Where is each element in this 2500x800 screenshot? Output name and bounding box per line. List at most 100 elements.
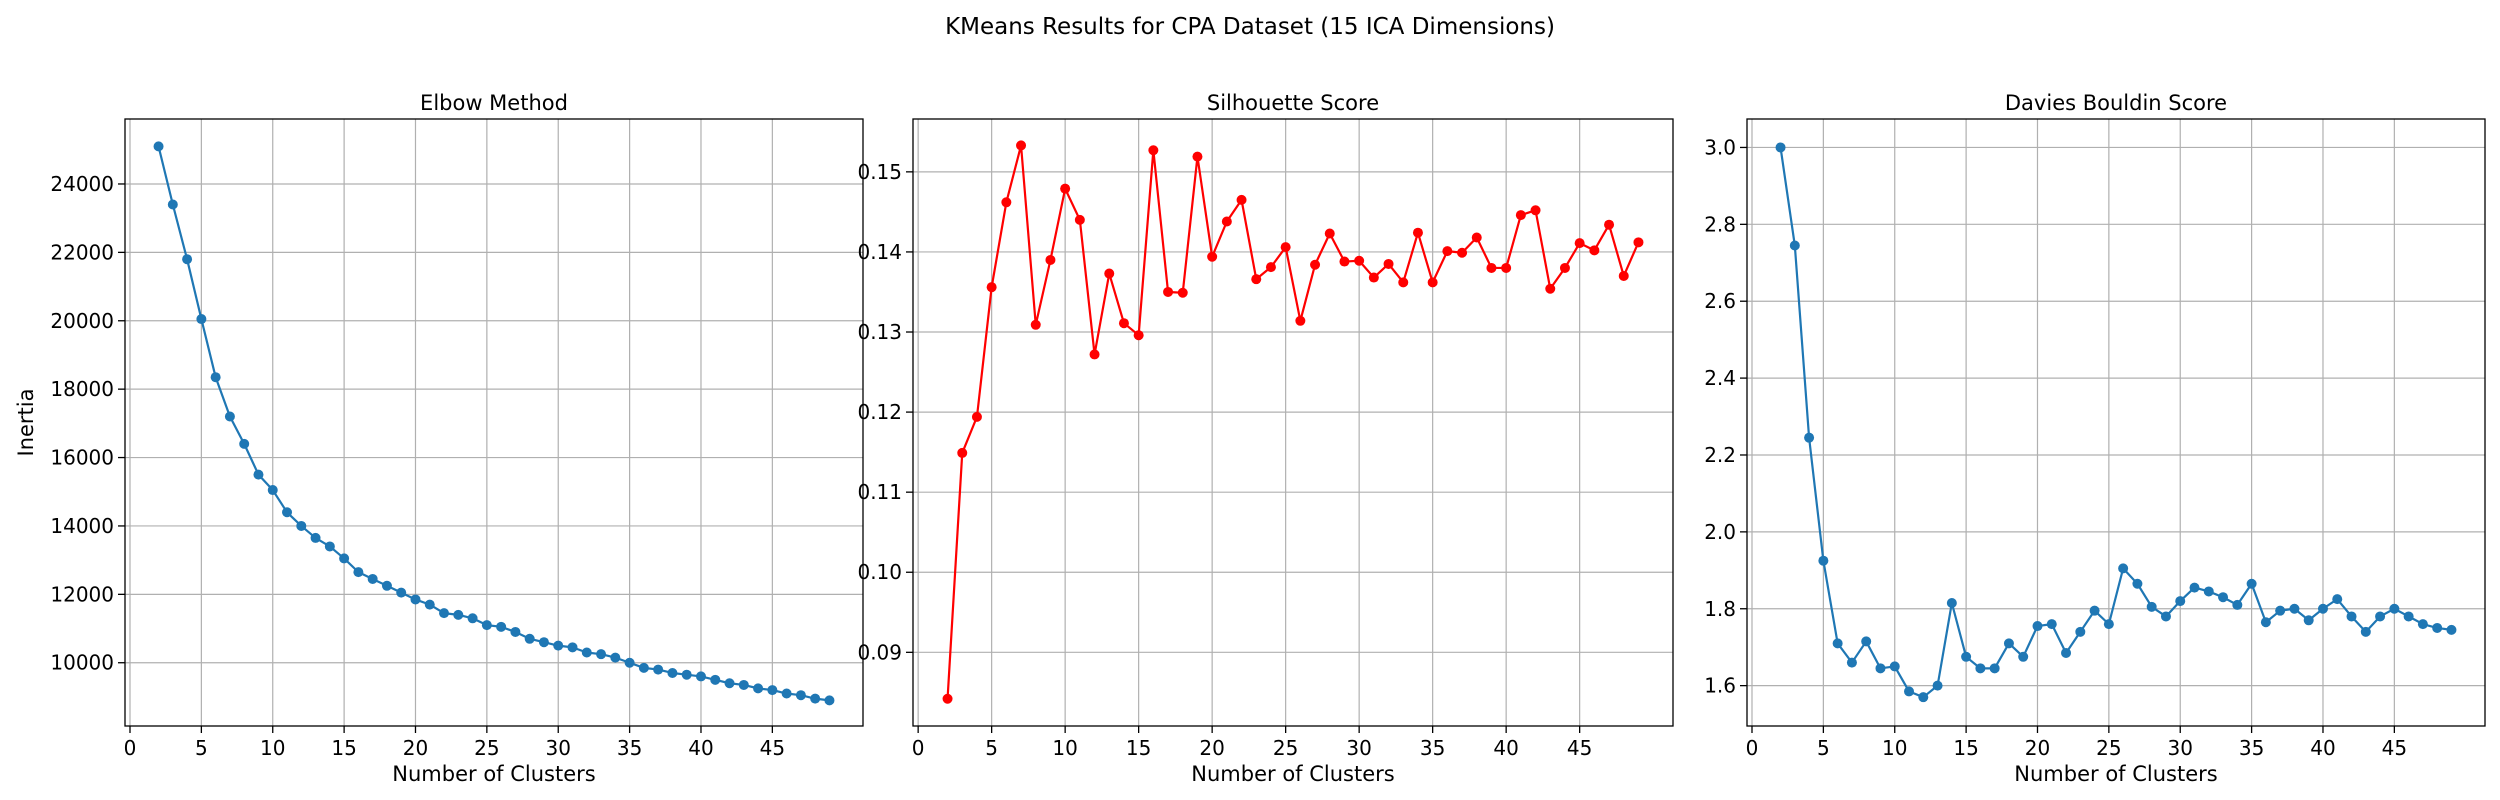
data-point xyxy=(496,621,507,632)
data-point xyxy=(738,679,749,690)
data-point xyxy=(1221,216,1232,227)
data-point xyxy=(1875,663,1886,674)
data-point xyxy=(2289,603,2300,614)
data-point xyxy=(1207,251,1218,262)
data-point xyxy=(1060,183,1071,194)
x-tick-label: 30 xyxy=(546,736,571,760)
chart-panels: 0 5 10 15 20 25 30 35 40 45 10000 12000 14000 16000 18… xyxy=(14,91,2486,786)
data-point xyxy=(2075,626,2086,637)
data-point xyxy=(2432,622,2443,633)
data-point xyxy=(1989,663,2000,674)
data-point xyxy=(810,693,821,704)
x-tick-label: 20 xyxy=(403,736,428,760)
data-point xyxy=(1354,255,1365,266)
x-tick-label: 0 xyxy=(124,736,137,760)
x-tick-label: 10 xyxy=(1052,736,1077,760)
data-point xyxy=(439,608,450,619)
data-point xyxy=(1975,663,1986,674)
data-point xyxy=(310,532,321,543)
data-point xyxy=(467,613,478,624)
data-point xyxy=(1501,262,1512,273)
data-point xyxy=(2275,605,2286,616)
data-point xyxy=(2046,619,2057,630)
data-point xyxy=(2375,611,2386,622)
data-point xyxy=(1457,247,1468,258)
y-tick-label: 20000 xyxy=(50,309,114,333)
data-point xyxy=(510,626,521,637)
x-tick-label: 35 xyxy=(2239,736,2264,760)
data-point xyxy=(596,649,607,660)
data-point xyxy=(296,520,307,531)
y-tick-label: 22000 xyxy=(50,240,114,264)
x-axis-label: Number of Clusters xyxy=(1191,762,1394,786)
y-tick-label: 3.0 xyxy=(1704,135,1736,159)
data-point xyxy=(2146,601,2157,612)
x-tick-label: 45 xyxy=(760,736,785,760)
data-point xyxy=(396,587,407,598)
data-point xyxy=(695,671,706,682)
data-point xyxy=(581,647,592,658)
data-point xyxy=(567,642,578,653)
chart-panel-3: 0 5 10 15 20 25 30 35 40 45 1.6 1.8 2.0 2.2 2.4 2.6 2.8 3… xyxy=(1704,91,2486,786)
y-tick-label: 0.12 xyxy=(857,400,902,424)
y-tick-label: 16000 xyxy=(50,446,114,470)
data-point xyxy=(1133,330,1144,341)
y-tick-label: 2.8 xyxy=(1704,212,1736,236)
data-point xyxy=(524,633,535,644)
data-point xyxy=(624,657,635,668)
data-point xyxy=(2203,586,2214,597)
data-point xyxy=(2317,603,2328,614)
data-point xyxy=(2417,619,2428,630)
axes-frame xyxy=(1746,118,2486,727)
y-tick-label: 14000 xyxy=(50,514,114,538)
data-point xyxy=(1889,661,1900,672)
x-tick-label: 25 xyxy=(1273,736,1298,760)
data-point xyxy=(253,469,264,480)
data-point xyxy=(1398,277,1409,288)
x-tick-label: 45 xyxy=(2382,736,2407,760)
data-point xyxy=(767,685,778,696)
data-point xyxy=(1515,210,1526,221)
x-tick-label: 5 xyxy=(1817,736,1830,760)
y-tick-label: 2.4 xyxy=(1704,366,1736,390)
x-axis-label: Number of Clusters xyxy=(392,762,595,786)
data-point xyxy=(1310,259,1321,270)
x-tick-label: 35 xyxy=(1420,736,1445,760)
y-tick-label: 2.0 xyxy=(1704,520,1736,544)
data-point xyxy=(1001,197,1012,208)
data-point xyxy=(353,567,364,578)
data-point xyxy=(1918,692,1929,703)
data-point xyxy=(239,438,250,449)
data-point xyxy=(2175,596,2186,607)
data-point xyxy=(182,254,193,265)
data-point xyxy=(1163,286,1174,297)
data-point xyxy=(1045,254,1056,265)
data-point xyxy=(453,609,464,620)
data-point xyxy=(1089,349,1100,360)
y-tick-label: 0.10 xyxy=(857,560,902,584)
data-point xyxy=(1016,140,1027,151)
data-point xyxy=(2089,605,2100,616)
data-point xyxy=(824,695,835,706)
data-point xyxy=(1530,205,1541,216)
x-tick-label: 25 xyxy=(2096,736,2121,760)
data-point xyxy=(957,447,968,458)
data-point xyxy=(1618,270,1629,281)
data-point xyxy=(1604,219,1615,230)
x-tick-label: 40 xyxy=(688,736,713,760)
y-tick-label: 0.13 xyxy=(857,320,902,344)
data-point xyxy=(1192,151,1203,162)
panel-title: Elbow Method xyxy=(420,91,568,115)
x-tick-label: 15 xyxy=(1953,736,1978,760)
axes-frame xyxy=(912,118,1674,727)
data-point xyxy=(2061,647,2072,658)
data-point xyxy=(1559,262,1570,273)
data-point xyxy=(1280,242,1291,253)
data-point xyxy=(2118,563,2129,574)
data-point xyxy=(1904,686,1915,697)
y-tick-label: 10000 xyxy=(50,651,114,675)
data-point xyxy=(1427,277,1438,288)
data-point xyxy=(1236,194,1247,205)
data-point xyxy=(1368,272,1379,283)
